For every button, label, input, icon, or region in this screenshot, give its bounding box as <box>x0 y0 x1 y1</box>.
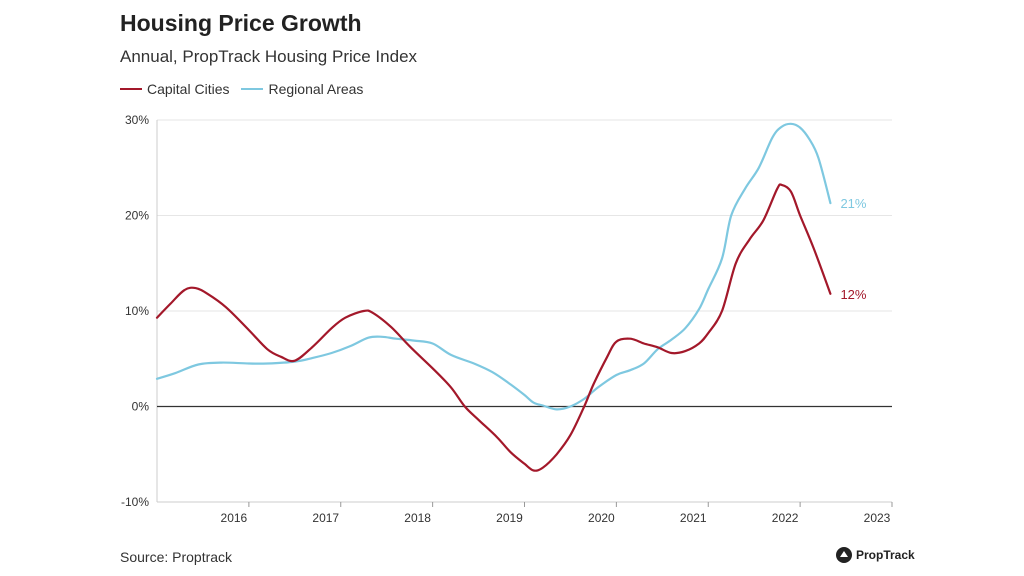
series-line-capital-cities <box>155 183 832 472</box>
x-tick-label: 2023 <box>864 511 891 525</box>
x-tick-label: 2019 <box>496 511 523 525</box>
house-logo-icon <box>836 547 852 563</box>
legend-item-capital-cities: Capital Cities <box>120 81 229 97</box>
chart-legend: Capital Cities Regional Areas <box>120 81 375 97</box>
axes: 30% 20% 10% 0% -10% 2016 2017 2018 2019 2020 2021 2… <box>121 113 893 525</box>
legend-item-regional-areas: Regional Areas <box>241 81 363 97</box>
logo-text: PropTrack <box>856 548 915 562</box>
series-line-regional-areas <box>155 122 832 411</box>
end-label-regional-areas: 21% <box>840 196 866 211</box>
y-tick-label: 0% <box>132 400 150 414</box>
x-tick-label: 2020 <box>588 511 615 525</box>
source-note: Source: Proptrack <box>120 549 233 565</box>
x-tick-label: 2021 <box>680 511 707 525</box>
legend-label-capital-cities: Capital Cities <box>147 81 230 97</box>
y-tick-label: -10% <box>121 495 149 509</box>
x-tick-label: 2016 <box>221 511 248 525</box>
x-tick-label: 2018 <box>404 511 431 525</box>
y-tick-label: 10% <box>125 304 149 318</box>
chart-subtitle: Annual, PropTrack Housing Price Index <box>120 47 418 66</box>
legend-swatch-regional-areas <box>241 88 264 90</box>
series-lines <box>155 122 832 472</box>
proptrack-logo: PropTrack <box>836 547 915 563</box>
y-tick-label: 30% <box>125 113 149 127</box>
end-labels: 21% 12% <box>840 196 866 302</box>
gridlines <box>157 119 892 503</box>
x-tick-label: 2022 <box>772 511 799 525</box>
x-tick-label: 2017 <box>312 511 339 525</box>
chart-title: Housing Price Growth <box>120 10 362 36</box>
legend-label-regional-areas: Regional Areas <box>268 81 364 97</box>
end-label-capital-cities: 12% <box>840 287 866 302</box>
y-tick-label: 20% <box>125 209 149 223</box>
legend-swatch-capital-cities <box>120 88 142 90</box>
